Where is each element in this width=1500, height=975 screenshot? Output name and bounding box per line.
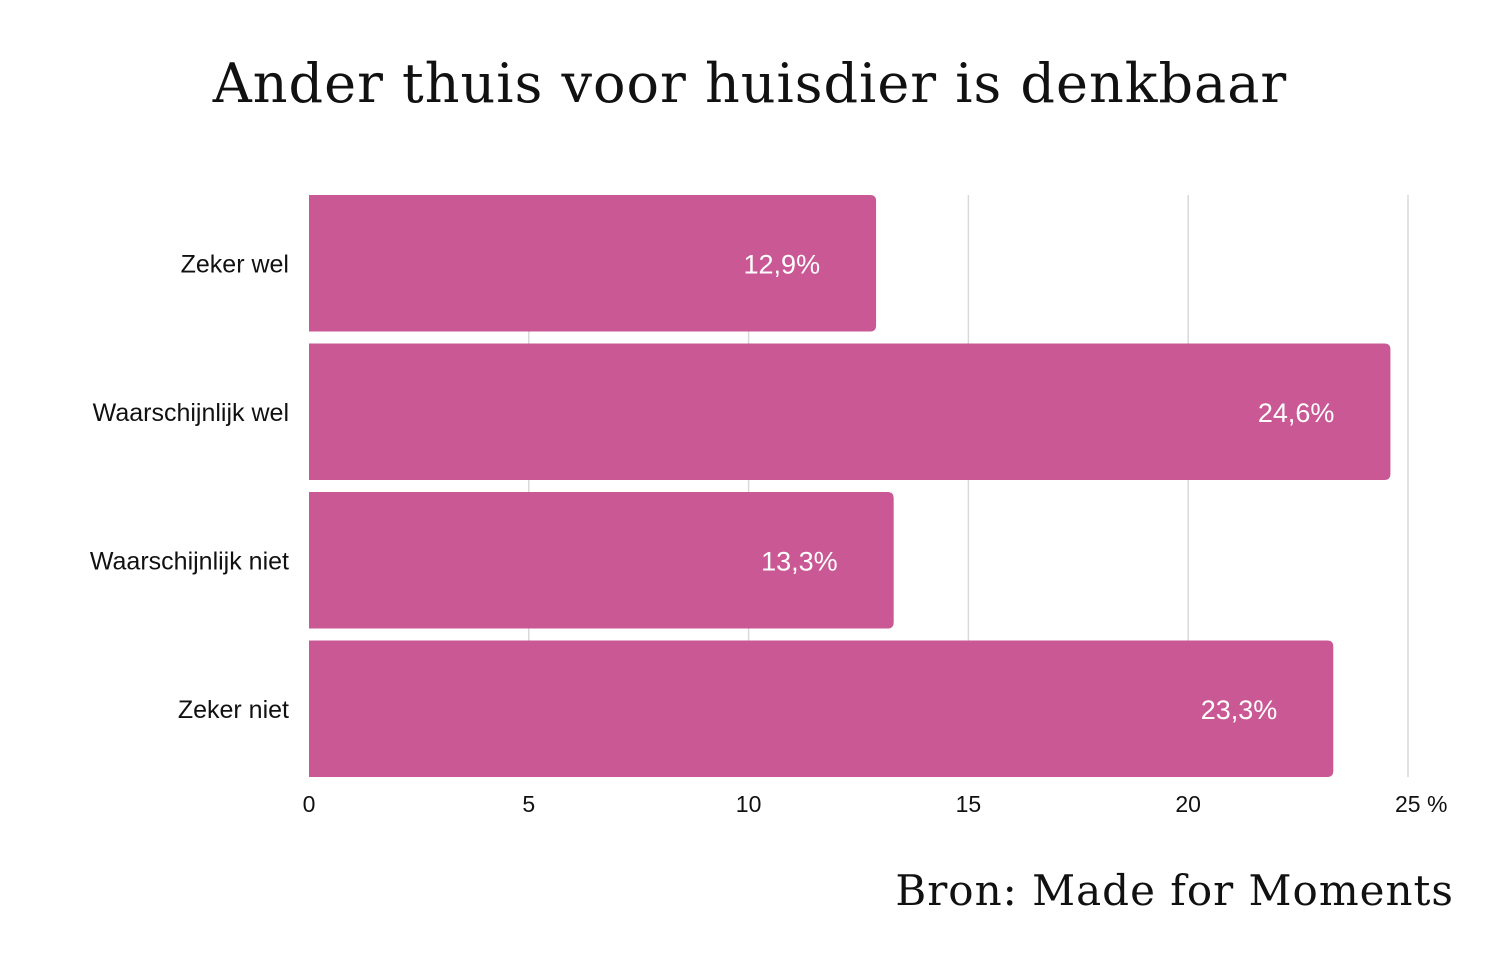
x-tick-label: 20 (1175, 791, 1201, 817)
chart-title: Ander thuis voor huisdier is denkbaar (212, 52, 1288, 115)
x-tick-label: 15 (956, 791, 982, 817)
x-tick-label: 5 (522, 791, 535, 817)
bar (309, 640, 1334, 777)
bar (309, 492, 894, 629)
x-tick-label: 25 % (1395, 791, 1447, 817)
bars: 12,9% 24,6% 13,3% 23,3% (309, 195, 1391, 777)
x-axis-ticks: 0 5 10 15 20 25 % (303, 791, 1448, 817)
bar (309, 343, 1391, 480)
category-label: Waarschijnlijk niet (90, 547, 289, 575)
bar-value-label: 24,6% (1258, 398, 1335, 428)
bar-value-label: 13,3% (761, 546, 838, 576)
category-label: Zeker niet (178, 696, 289, 724)
category-label: Waarschijnlijk wel (93, 399, 289, 427)
bar-value-label: 23,3% (1201, 695, 1278, 725)
category-label: Zeker wel (181, 250, 289, 278)
bar-value-label: 12,9% (744, 249, 821, 279)
bar (309, 195, 877, 332)
x-tick-label: 0 (303, 791, 316, 817)
x-tick-label: 10 (736, 791, 762, 817)
source-note: Bron: Made for Moments (895, 866, 1454, 915)
category-labels: Zeker wel Waarschijnlijk wel Waarschijnlij… (90, 250, 289, 724)
